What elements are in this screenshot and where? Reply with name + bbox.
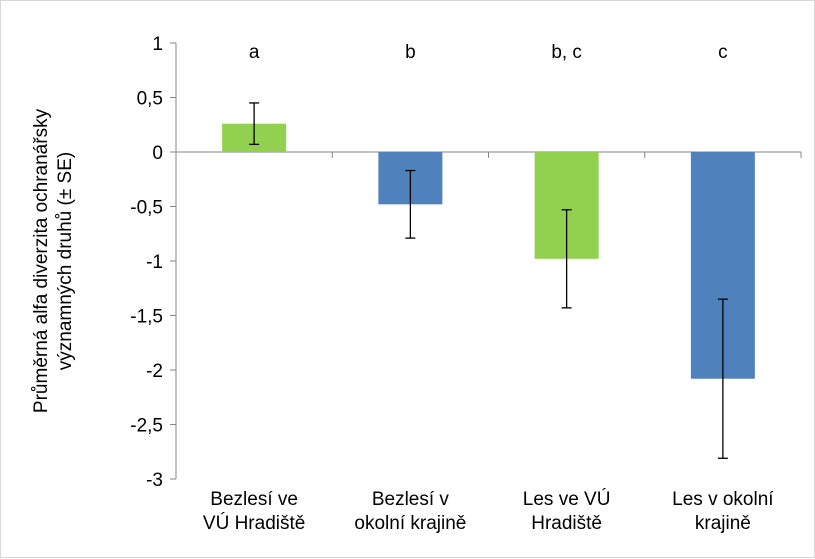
category-label: Bezlesí ve VÚ Hradiště: [203, 489, 305, 534]
significance-label: a: [249, 42, 260, 63]
y-ticks: 1 0,5 0 -0,5 -1 -1,5 -2 -2,5 -3: [130, 34, 176, 491]
y-axis-title: Průměrná alfa diverzita ochranářsky význa…: [31, 108, 76, 413]
significance-label: b: [405, 42, 416, 63]
y-tick-label: -1,5: [130, 307, 163, 328]
bars: [222, 123, 755, 379]
y-tick-label: 0,5: [137, 89, 163, 110]
y-tick-label: 1: [152, 34, 163, 55]
y-tick-label: -0,5: [130, 198, 163, 219]
y-tick-label: -2,5: [130, 416, 163, 437]
category-label: Bezlesí v okolní krajině: [354, 489, 466, 534]
y-tick-label: 0: [152, 143, 163, 164]
category-label: Les ve VÚ Hradiště: [523, 488, 611, 534]
significance-label: b, c: [551, 42, 582, 63]
category-labels: Bezlesí ve VÚ Hradiště Bezlesí v okolní kra…: [203, 488, 774, 534]
category-label: Les v okolní krajině: [672, 489, 774, 534]
significance-label: c: [718, 42, 728, 63]
error-bars: [249, 102, 728, 459]
y-tick-label: -1: [146, 252, 163, 273]
x-ticks: [175, 152, 802, 158]
y-tick-label: -2: [146, 361, 163, 382]
significance-labels: a b b, c c: [249, 42, 728, 63]
y-tick-label: -3: [146, 470, 163, 491]
